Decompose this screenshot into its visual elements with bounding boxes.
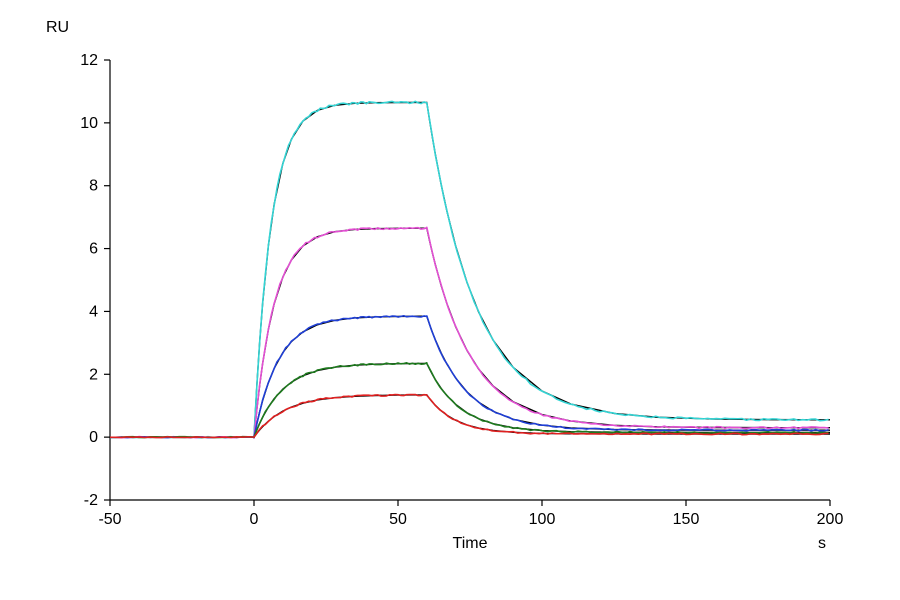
x-tick-label: 100	[529, 511, 556, 528]
x-tick-label: 200	[817, 511, 844, 528]
y-tick-label: 6	[89, 241, 98, 258]
x-axis-title: Time	[453, 535, 488, 552]
y-tick-label: 2	[89, 366, 98, 383]
y-axis-title: RU	[46, 19, 69, 36]
y-tick-label: 12	[80, 52, 98, 69]
x-axis-unit: s	[818, 535, 826, 552]
y-tick-label: 0	[89, 429, 98, 446]
x-tick-label: 150	[673, 511, 700, 528]
y-tick-label: -2	[84, 492, 98, 509]
chart-svg: -50 0 50 100 150 200 -2 0 2 4 6 8 10 12 RU Time s	[0, 0, 900, 600]
y-tick-label: 8	[89, 178, 98, 195]
x-tick-label: 0	[250, 511, 259, 528]
x-tick-label: 50	[389, 511, 407, 528]
sensorgram-chart: -50 0 50 100 150 200 -2 0 2 4 6 8 10 12 RU Time s RU Tim…	[0, 0, 900, 600]
y-tick-label: 10	[80, 115, 98, 132]
y-tick-label: 4	[89, 303, 98, 320]
x-tick-label: -50	[98, 511, 121, 528]
